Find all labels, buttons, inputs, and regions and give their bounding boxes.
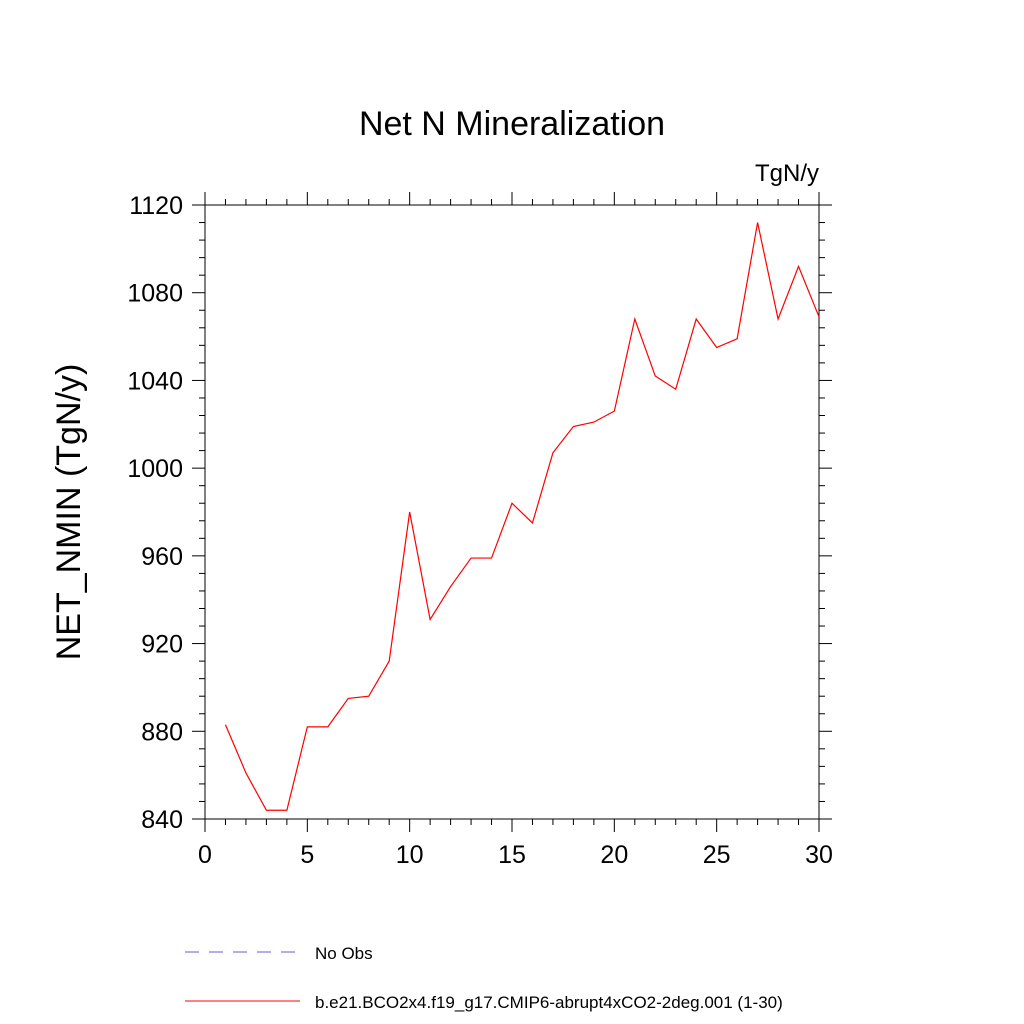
legend-label-1: b.e21.BCO2x4.f19_g17.CMIP6-abrupt4xCO2-2… (315, 993, 783, 1012)
y-tick-label: 880 (141, 718, 183, 746)
units-label: TgN/y (755, 160, 819, 187)
legend: No Obs b.e21.BCO2x4.f19_g17.CMIP6-abrupt4… (185, 944, 783, 1012)
y-tick-label: 1040 (127, 367, 183, 395)
axis-tick-labels: 0 5 10 15 20 25 30 840 880 920 960 1000 1040 1080 1120 (127, 192, 833, 869)
x-tick-label: 5 (300, 841, 314, 869)
axis-ticks (192, 192, 832, 832)
y-tick-label: 1000 (127, 455, 183, 483)
x-tick-label: 20 (600, 841, 628, 869)
plot-frame (204, 204, 820, 820)
legend-label-0: No Obs (315, 944, 373, 963)
x-tick-label: 10 (396, 841, 424, 869)
y-tick-label: 1120 (129, 192, 183, 220)
y-tick-label: 840 (141, 806, 183, 834)
y-tick-label: 1080 (127, 280, 183, 308)
x-tick-label: 15 (498, 841, 526, 869)
x-tick-label: 0 (198, 841, 212, 869)
series-layer (224, 222, 820, 811)
x-tick-label: 25 (703, 841, 731, 869)
series-line-1 (224, 222, 820, 811)
x-tick-label: 30 (805, 841, 833, 869)
y-tick-label: 960 (141, 543, 183, 571)
y-tick-label: 920 (141, 631, 183, 659)
chart-title: Net N Mineralization (359, 105, 665, 143)
y-axis-label: NET_NMIN (TgN/y) (50, 364, 88, 661)
